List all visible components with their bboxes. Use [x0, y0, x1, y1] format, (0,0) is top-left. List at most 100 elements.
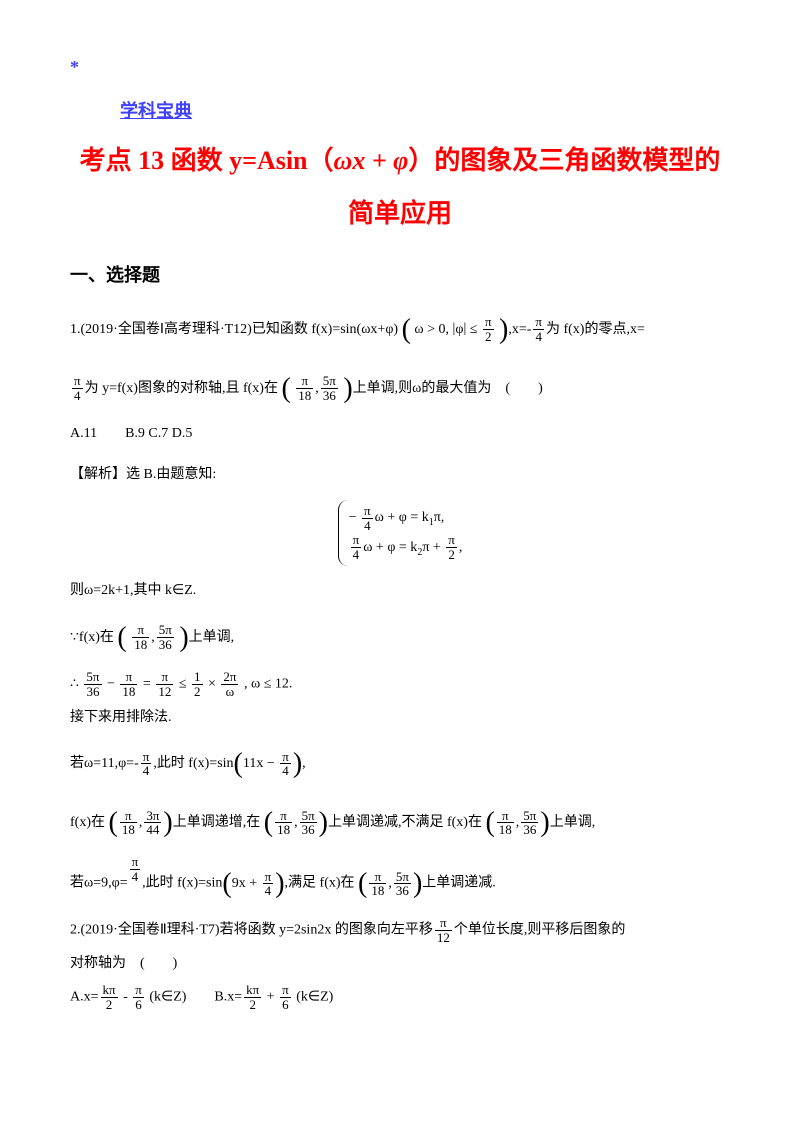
- in5: 2π: [221, 670, 238, 685]
- interval-9: π18,5π36: [358, 857, 422, 910]
- sd2: 4: [351, 548, 362, 562]
- brand-link[interactable]: 学科宝典: [120, 94, 192, 128]
- q1-condition-paren: ω > 0, φ ≤ π2: [402, 303, 509, 356]
- obend: (k∈Z): [293, 990, 334, 1005]
- i2d1: 18: [132, 638, 149, 652]
- sol-elim: 接下来用排除法.: [70, 705, 730, 732]
- num-pi-a: π: [533, 315, 544, 330]
- c9n2: π: [263, 870, 274, 885]
- oa: A.x=: [70, 990, 99, 1005]
- eq1-body: ω + φ = k: [375, 510, 429, 525]
- om: -: [120, 990, 132, 1005]
- okz: (k∈Z) B.x=: [146, 990, 242, 1005]
- obd1: 2: [244, 998, 261, 1012]
- obd2: 6: [280, 998, 291, 1012]
- cc3: ,: [516, 815, 520, 830]
- sd3: 2: [446, 548, 457, 562]
- c9b: ,此时 f(x)=sin: [142, 876, 222, 891]
- obn1: kπ: [244, 983, 261, 998]
- c11n: π: [141, 750, 152, 765]
- interval-1: π18,5π36: [281, 362, 352, 415]
- q1-line2: π4为 y=f(x)图象的对称轴,且 f(x)在 π18,5π36 上单调,则ω…: [70, 362, 730, 415]
- eq-s: =: [139, 677, 154, 692]
- case-11: 若ω=11,φ=-π4,此时 f(x)=sin11x − π4,: [70, 737, 730, 790]
- fxin1: f(x)在: [70, 815, 105, 830]
- d1: 18: [296, 389, 313, 403]
- d2: 36: [321, 389, 338, 403]
- eq1-end: π,: [434, 510, 445, 525]
- c11c: ,: [302, 756, 306, 771]
- num-pi: π: [483, 315, 494, 330]
- interval-11c: π18,5π36: [485, 796, 549, 849]
- times-s: ×: [205, 677, 220, 692]
- den-2: 2: [483, 330, 494, 344]
- asterisk-mark: *: [70, 50, 730, 84]
- oan2: π: [133, 983, 144, 998]
- c11i: 11x −: [243, 756, 278, 771]
- c9c: ,满足 f(x)在: [285, 876, 355, 891]
- oan1: kπ: [101, 983, 118, 998]
- q2n: π: [435, 916, 452, 931]
- num-pi-b: π: [72, 374, 83, 389]
- q1-text-b: ,x=-: [508, 321, 531, 336]
- ole12: , ω ≤ 12.: [240, 677, 292, 692]
- brace-system: − π4ω + φ = k1π, π4ω + φ = k2π + π2,: [338, 500, 463, 566]
- d3a: ,: [388, 876, 392, 891]
- frac-pi-4-b: π4: [72, 374, 83, 402]
- in3: π: [156, 670, 173, 685]
- cc4: 5π: [521, 809, 538, 824]
- d4a: 5π: [394, 870, 411, 885]
- q2b: 个单位长度,则平移后图象的: [454, 923, 626, 938]
- c9e: 上单调递减.: [422, 876, 496, 891]
- d5a: 36: [394, 884, 411, 898]
- sd1: 4: [362, 519, 373, 533]
- i2n2: 5π: [157, 623, 174, 638]
- equation-system: − π4ω + φ = k1π, π4ω + φ = k2π + π2,: [70, 500, 730, 566]
- q1-text-a: 1.(2019·全国卷Ⅰ高考理科·T12)已知函数 f(x)=sin(ωx+φ): [70, 321, 398, 336]
- frac-pi-18-a: π18: [296, 374, 313, 402]
- c2: ,: [151, 630, 155, 645]
- a1: π: [120, 809, 137, 824]
- c11d2: 4: [280, 764, 291, 778]
- q1-line2-a: 为 y=f(x)图象的对称轴,且 f(x)在: [85, 381, 278, 396]
- q2a: 2.(2019·全国卷Ⅱ理科·T7)若将函数 y=2sin2x 的图象向左平移: [70, 923, 433, 938]
- eq2-end: π +: [422, 540, 444, 555]
- b2: 18: [275, 823, 292, 837]
- b1: π: [275, 809, 292, 824]
- b3: ,: [294, 815, 298, 830]
- n2: 5π: [321, 374, 338, 389]
- sin-arg-11: 11x − π4: [234, 737, 303, 790]
- in4: 1: [192, 670, 203, 685]
- frac-pi-4-sup: π4: [130, 855, 141, 883]
- c9d2: 4: [263, 884, 274, 898]
- a3: ,: [139, 815, 143, 830]
- mn1: −: [104, 677, 119, 692]
- oad1: 2: [101, 998, 118, 1012]
- id4: 2: [192, 685, 203, 699]
- sp3: π: [446, 533, 457, 548]
- le-s: ≤: [175, 677, 190, 692]
- mono-b: 上单调,: [189, 630, 235, 645]
- sys-eq2: π4ω + φ = k2π + π2,: [349, 540, 463, 555]
- a4: 3π: [144, 809, 161, 824]
- q1-options: A.11 B.9 C.7 D.5: [70, 421, 730, 448]
- sol-inequality: ∴ 5π36 − π18 = π12 ≤ 12 × 2πω , ω ≤ 12.: [70, 670, 730, 698]
- c9i: 9x +: [232, 876, 261, 891]
- abs-phi: φ: [453, 321, 467, 336]
- case-11-detail: f(x)在 π18,3π44上单调递增,在 π18,5π36上单调递减,不满足 …: [70, 796, 730, 849]
- id1: 36: [84, 685, 101, 699]
- q2-options: A.x=kπ2 - π6 (k∈Z) B.x=kπ2 + π6 (k∈Z): [70, 983, 730, 1011]
- frac-pi-4-a: π4: [533, 315, 544, 343]
- eq2-body: ω + φ = k: [363, 540, 417, 555]
- i2d2: 36: [157, 638, 174, 652]
- c11n2: π: [280, 750, 291, 765]
- den-4-a: 4: [533, 330, 544, 344]
- den-4-b: 4: [72, 389, 83, 403]
- i2n1: π: [132, 623, 149, 638]
- q1-text-c: 为 f(x)的零点,x=: [546, 321, 645, 336]
- id3: 12: [156, 685, 173, 699]
- b4: 5π: [300, 809, 317, 824]
- mono-only: 上单调,: [550, 815, 596, 830]
- op: +: [263, 990, 278, 1005]
- c11d: 4: [141, 764, 152, 778]
